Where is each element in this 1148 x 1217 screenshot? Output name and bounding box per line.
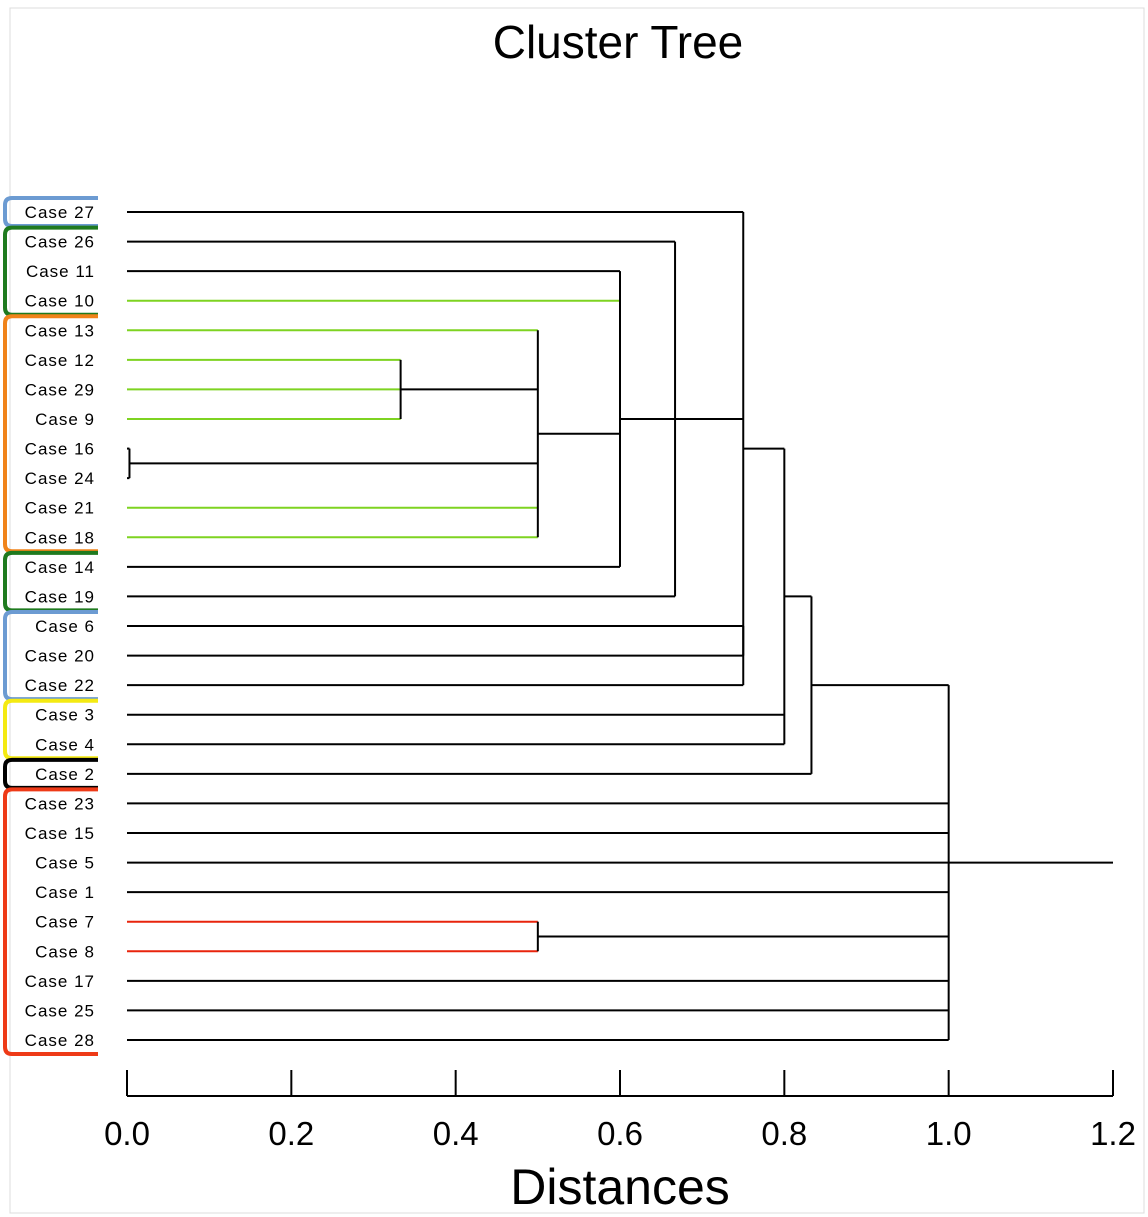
- leaf-label: Case 19: [25, 587, 95, 606]
- leaf-label: Case 9: [35, 410, 95, 429]
- x-tick-label: 0.0: [104, 1115, 150, 1152]
- leaf-label: Case 23: [25, 794, 95, 813]
- leaf-label: Case 27: [25, 203, 95, 222]
- cluster-bracket: [3, 757, 98, 790]
- x-tick-label: 0.2: [268, 1115, 314, 1152]
- cluster-bracket: [3, 698, 98, 761]
- x-tick-label: 0.6: [597, 1115, 643, 1152]
- cluster-bracket: [3, 225, 98, 317]
- leaf-label: Case 26: [25, 233, 95, 252]
- dendrogram-links: [127, 211, 1113, 1041]
- plot-frame: [9, 7, 1145, 1214]
- leaf-label: Case 8: [35, 942, 95, 961]
- leaf-label: Case 4: [35, 735, 95, 754]
- leaf-label: Case 13: [25, 321, 95, 340]
- leaf-label: Case 6: [35, 617, 95, 636]
- cluster-bracket: [3, 610, 98, 702]
- x-tick-label: 0.8: [761, 1115, 807, 1152]
- leaf-label: Case 28: [25, 1031, 95, 1050]
- cluster-group-brackets: [3, 196, 98, 1056]
- cluster-bracket: [3, 314, 98, 554]
- leaf-labels: Case 27 Case 26 Case 11 Case 10 Case 13 Case …: [25, 203, 95, 1050]
- leaf-label: Case 18: [25, 528, 95, 547]
- leaf-label: Case 16: [25, 440, 95, 459]
- leaf-label: Case 29: [25, 380, 95, 399]
- leaf-label: Case 14: [25, 558, 95, 577]
- leaf-label: Case 15: [25, 824, 95, 843]
- leaf-label: Case 17: [25, 972, 95, 991]
- leaf-label: Case 24: [25, 469, 95, 488]
- cluster-bracket: [3, 550, 98, 613]
- leaf-label: Case 25: [25, 1001, 95, 1020]
- leaf-label: Case 5: [35, 854, 95, 873]
- leaf-label: Case 20: [25, 647, 95, 666]
- x-tick-label: 1.0: [926, 1115, 972, 1152]
- leaf-label: Case 12: [25, 351, 95, 370]
- leaf-label: Case 7: [35, 913, 95, 932]
- leaf-label: Case 21: [25, 499, 95, 518]
- x-tick-label: 1.2: [1090, 1115, 1136, 1152]
- leaf-label: Case 10: [25, 292, 95, 311]
- cluster-bracket: [3, 787, 98, 1056]
- leaf-label: Case 3: [35, 706, 95, 725]
- x-axis-label: Distances: [510, 1159, 730, 1215]
- cluster-bracket: [3, 196, 98, 228]
- x-axis: 0.0 0.2 0.4 0.6 0.8 1.0 1.2: [104, 1070, 1136, 1152]
- leaf-label: Case 22: [25, 676, 95, 695]
- leaf-label: Case 1: [35, 883, 95, 902]
- x-tick-label: 0.4: [433, 1115, 479, 1152]
- chart-title: Cluster Tree: [493, 16, 744, 68]
- leaf-label: Case 2: [35, 765, 95, 784]
- leaf-label: Case 11: [26, 262, 95, 281]
